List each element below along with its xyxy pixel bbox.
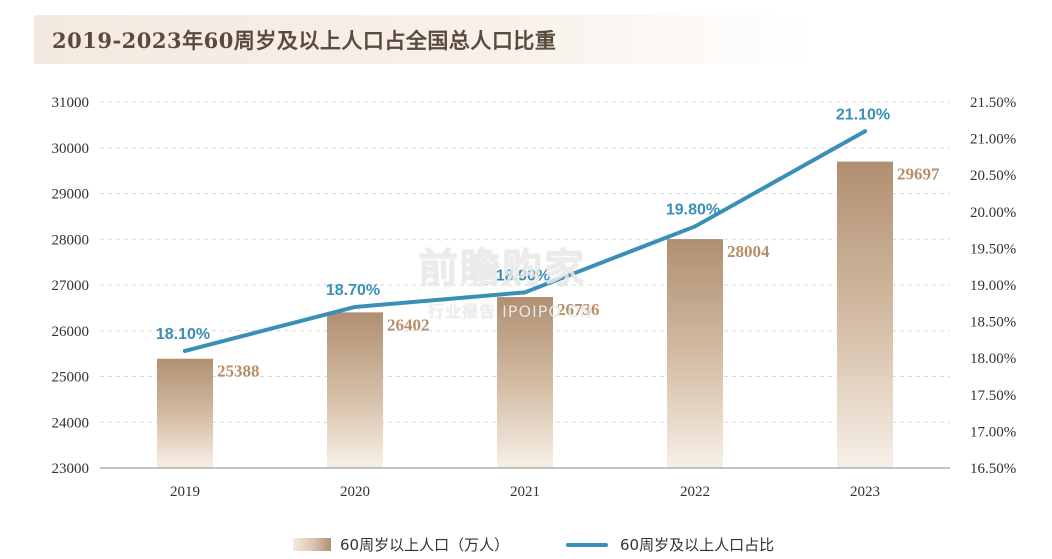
right-tick-label: 20.00% (970, 205, 1016, 221)
legend-bar-label: 60周岁以上人口（万人） (340, 536, 510, 554)
line-point (353, 304, 357, 309)
left-tick-label: 29000 (52, 187, 90, 203)
left-tick-label: 28000 (52, 232, 90, 248)
x-tick-label: 2021 (510, 484, 540, 500)
line-series (183, 129, 867, 353)
left-axis: 23000 24000 25000 26000 27000 28000 29000 30000… (52, 95, 90, 477)
right-tick-label: 18.00% (970, 351, 1016, 367)
x-tick-label: 2019 (170, 484, 200, 500)
line-point (183, 348, 187, 353)
line-data-label: 19.80% (666, 201, 720, 218)
bar (497, 297, 553, 468)
bar-data-label: 29697 (897, 165, 940, 184)
line-data-label: 21.10% (836, 106, 890, 123)
right-tick-label: 20.50% (970, 168, 1016, 184)
legend-line-label: 60周岁及以上人口占比 (620, 536, 775, 554)
line-data-label: 18.90% (496, 267, 550, 284)
right-tick-label: 18.50% (970, 315, 1016, 331)
bar-series (157, 161, 893, 468)
right-tick-label: 21.50% (970, 95, 1016, 111)
chart-title: 2019-2023年60周岁及以上人口占全国总人口比重 (52, 28, 557, 53)
title-band: 2019-2023年60周岁及以上人口占全国总人口比重 (34, 15, 816, 64)
bar-data-labels: 25388 26402 26736 28004 29697 (217, 165, 940, 381)
line-point (863, 129, 867, 134)
bar-data-label: 28004 (727, 242, 770, 261)
bar-data-label: 26736 (557, 300, 600, 319)
right-tick-label: 19.50% (970, 241, 1016, 257)
left-tick-label: 30000 (52, 141, 90, 157)
right-axis: 16.50% 17.00% 17.50% 18.00% 18.50% 19.00% 19.5… (970, 95, 1016, 477)
legend-line-swatch (566, 543, 608, 547)
legend-bar-swatch (293, 538, 331, 551)
bar-data-label: 26402 (387, 315, 430, 334)
right-tick-label: 17.00% (970, 424, 1016, 440)
right-tick-label: 17.50% (970, 388, 1016, 404)
right-tick-label: 19.00% (970, 278, 1016, 294)
line-data-label: 18.70% (326, 282, 380, 299)
bar (667, 239, 723, 468)
bar (327, 312, 383, 468)
line-point (693, 224, 697, 229)
x-tick-label: 2022 (680, 484, 710, 500)
bar (157, 358, 213, 468)
x-tick-label: 2020 (340, 484, 370, 500)
right-tick-label: 21.00% (970, 132, 1016, 148)
chart-area: 23000 24000 25000 26000 27000 28000 29000 30000… (52, 95, 1017, 500)
line-point (523, 290, 527, 295)
line-data-labels: 18.10% 18.70% 18.90% 19.80% 21.10% (156, 106, 890, 343)
left-tick-label: 23000 (52, 461, 90, 477)
line-data-label: 18.10% (156, 326, 210, 343)
left-tick-label: 24000 (52, 415, 90, 431)
bar (837, 161, 893, 468)
left-tick-label: 31000 (52, 95, 90, 111)
legend: 60周岁以上人口（万人） 60周岁及以上人口占比 (0, 532, 1052, 558)
right-tick-label: 16.50% (970, 461, 1016, 477)
left-tick-label: 25000 (52, 370, 90, 386)
x-axis: 2019 2020 2021 2022 2023 (100, 467, 950, 500)
bar-data-label: 25388 (217, 362, 260, 381)
x-tick-label: 2023 (850, 484, 880, 500)
left-tick-label: 27000 (52, 278, 90, 294)
left-tick-label: 26000 (52, 324, 90, 340)
